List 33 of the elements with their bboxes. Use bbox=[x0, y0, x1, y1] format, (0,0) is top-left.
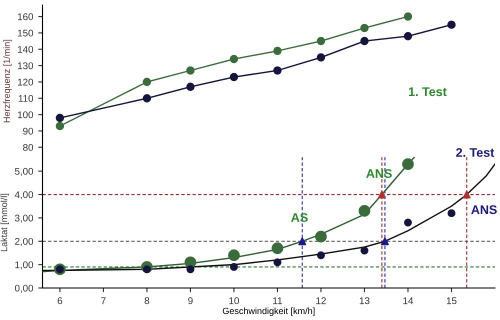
annotation: 2. Test bbox=[456, 148, 494, 157]
y-axis-title: Herzfrequenz [1/min] bbox=[3, 40, 12, 122]
y-tick-label: 90 bbox=[23, 128, 34, 135]
annotation: AS bbox=[291, 213, 308, 222]
y-tick-label: 80 bbox=[23, 144, 34, 151]
annotation: ANS bbox=[366, 169, 392, 178]
y-tick-label: 4,00 bbox=[14, 191, 34, 200]
y-tick-label: 130 bbox=[18, 62, 34, 70]
x-tick-label: 12 bbox=[316, 297, 326, 304]
x-tick-label: 10 bbox=[229, 297, 239, 304]
x-tick-label: 11 bbox=[273, 297, 282, 304]
x-tick-label: 15 bbox=[446, 297, 456, 304]
y-tick-label: 100 bbox=[18, 111, 34, 118]
y-tick-label: 3,00 bbox=[14, 214, 34, 223]
x-tick-label: 9 bbox=[188, 297, 193, 304]
annotation: 1. Test bbox=[408, 87, 447, 96]
y-tick-label: 2,00 bbox=[15, 238, 34, 246]
y-tick-label: 150 bbox=[18, 30, 34, 37]
x-tick-label: 8 bbox=[144, 297, 150, 304]
y-tick-label: 160 bbox=[18, 13, 34, 20]
y-tick-label: 5,00 bbox=[14, 168, 34, 176]
y-tick-label: 110 bbox=[18, 95, 34, 102]
annotation: ANS bbox=[471, 205, 497, 214]
x-tick-label: 6 bbox=[58, 297, 62, 304]
y-axis-title: Laktat [mmol/l] bbox=[0, 194, 9, 252]
y-tick-label: 1,00 bbox=[15, 261, 34, 270]
y-tick-label: 0,00 bbox=[14, 284, 34, 293]
y-tick-label: 140 bbox=[18, 46, 34, 53]
x-tick-label: 14 bbox=[403, 297, 414, 304]
x-axis-title: Geschwindigkeit [km/h] bbox=[222, 307, 315, 316]
x-tick-label: 13 bbox=[360, 297, 370, 304]
y-tick-label: 120 bbox=[18, 78, 34, 86]
x-tick-label: 7 bbox=[101, 297, 106, 304]
